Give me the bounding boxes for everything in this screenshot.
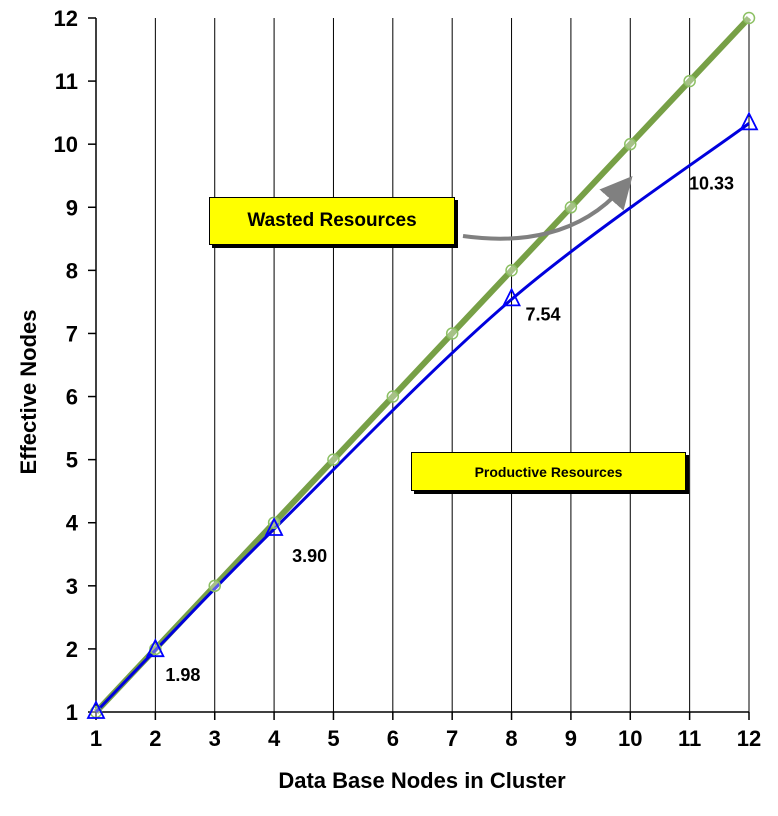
- y-axis-title: Effective Nodes: [16, 309, 41, 474]
- y-tick-label: 4: [66, 511, 79, 536]
- data-labels: 1.98 3.90 7.54 10.33: [165, 173, 734, 685]
- data-label: 7.54: [526, 304, 561, 324]
- x-tick-label: 2: [149, 726, 161, 751]
- linear-point: [208, 579, 221, 593]
- x-tick-label: 7: [446, 726, 458, 751]
- data-label: 3.90: [292, 546, 327, 566]
- linear-point: [386, 390, 400, 403]
- y-tick-label: 10: [54, 132, 78, 157]
- linear-point: [624, 137, 637, 151]
- x-tick-label: 11: [678, 726, 701, 751]
- y-tick-label: 5: [66, 448, 78, 473]
- linear-point: [564, 201, 578, 214]
- series-line-linear: [93, 15, 752, 715]
- wasted-resources-callout: Wasted Resources: [209, 197, 455, 245]
- y-tick-label: 2: [66, 637, 78, 662]
- data-label: 1.98: [165, 665, 200, 685]
- actual-point: [739, 111, 759, 131]
- x-axis-title: Data Base Nodes in Cluster: [278, 768, 566, 793]
- x-tick-label: 6: [387, 726, 399, 751]
- grid-lines: [154, 18, 750, 712]
- wasted-arrow: [462, 175, 633, 241]
- actual-point: [145, 638, 165, 658]
- y-tick-label: 12: [54, 6, 78, 31]
- y-tick-label: 3: [66, 574, 78, 599]
- linear-point: [742, 11, 756, 25]
- x-tick-label: 4: [268, 726, 281, 751]
- y-tick-label: 7: [66, 321, 78, 346]
- linear-point: [683, 74, 696, 88]
- x-tick-label: 5: [327, 726, 339, 751]
- linear-point: [445, 327, 459, 340]
- data-label: 10.33: [689, 173, 734, 193]
- y-tick-label: 6: [66, 385, 78, 410]
- y-tick-label: 8: [66, 258, 78, 283]
- linear-point: [505, 264, 518, 277]
- x-tick-label: 3: [209, 726, 221, 751]
- x-tick-label: 12: [737, 726, 761, 751]
- actual-point: [264, 517, 284, 536]
- y-tick-label: 9: [66, 195, 78, 220]
- x-tick-label: 9: [565, 726, 577, 751]
- x-tick-label: 1: [90, 726, 102, 751]
- x-tick-label: 10: [618, 726, 642, 751]
- actual-point: [86, 699, 106, 719]
- series-line-actual: [94, 122, 750, 714]
- x-tick-labels: 1 2 3 4 5 6 7 8 9 10 11 12: [90, 712, 761, 751]
- x-tick-label: 8: [505, 726, 517, 751]
- series-layer: [86, 11, 759, 719]
- actual-point: [502, 287, 522, 307]
- productive-resources-callout: Productive Resources: [411, 452, 686, 491]
- y-tick-label: 1: [66, 700, 78, 725]
- linear-point: [327, 453, 340, 466]
- y-tick-label: 11: [55, 69, 78, 94]
